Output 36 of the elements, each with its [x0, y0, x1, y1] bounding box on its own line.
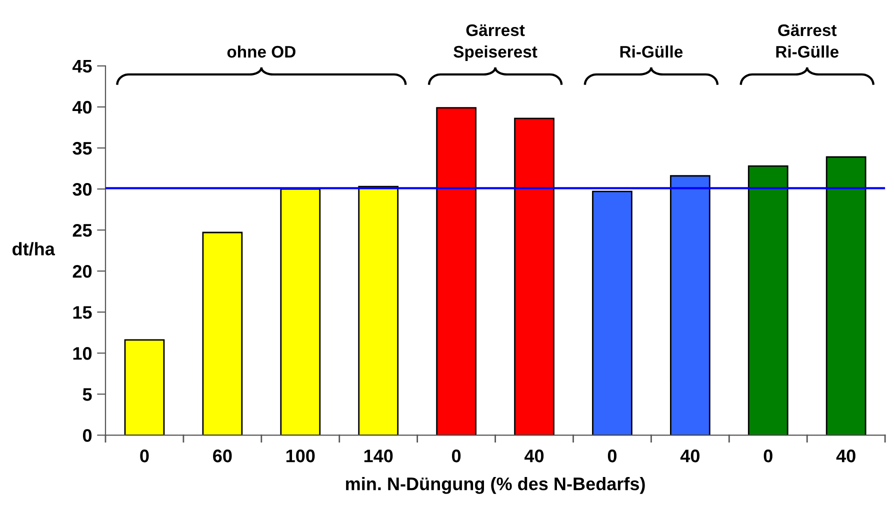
y-tick-label: 20: [72, 264, 92, 278]
text: Gärrest Speiserest: [454, 24, 538, 61]
x-tick-label: 0: [452, 450, 461, 462]
text: Ri-Gülle: [620, 45, 683, 58]
bar: [514, 118, 554, 436]
y-tick-label: 5: [82, 388, 92, 401]
bar: [670, 175, 710, 436]
bar: [280, 188, 321, 436]
y-tick-label: 15: [73, 306, 92, 319]
x-tick-label: 60: [213, 450, 232, 462]
bar: [436, 107, 476, 436]
text: Gärrest Ri-Gülle: [776, 24, 838, 58]
y-tick-label: 25: [72, 224, 92, 237]
y-tick-label: 10: [73, 347, 92, 360]
y-tick-label: 30: [72, 182, 92, 196]
y-tick-label: 40: [72, 100, 92, 114]
y-tick-label: 35: [72, 142, 92, 155]
bar: [748, 165, 788, 436]
bar: [826, 156, 866, 436]
x-tick-label: 0: [608, 450, 616, 462]
x-axis-title: min. N-Düngung (% des N-Bedarfs): [346, 477, 645, 494]
bar: [592, 190, 632, 436]
bar: [202, 232, 243, 436]
bar: [358, 186, 399, 436]
y-axis-title: dt/ha: [12, 242, 56, 256]
x-tick-label: 40: [836, 450, 856, 462]
x-tick-label: 0: [140, 450, 149, 462]
y-tick-label: 45: [72, 60, 92, 73]
x-tick-label: 0: [764, 450, 772, 462]
text: ohne OD: [227, 45, 296, 58]
x-tick-label: 140: [364, 450, 393, 462]
bar: [124, 339, 165, 436]
x-tick-label: 100: [286, 450, 315, 462]
x-tick-label: 40: [524, 450, 544, 462]
y-tick-label: 0: [82, 429, 92, 442]
x-tick-label: 40: [680, 450, 700, 462]
